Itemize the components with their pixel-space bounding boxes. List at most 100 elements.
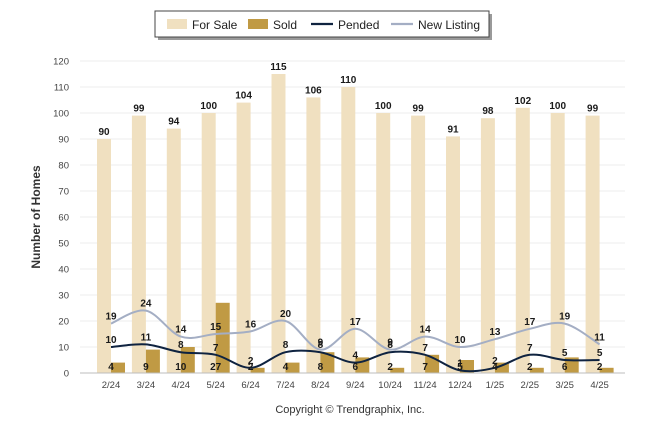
y-tick-label: 80 [58,161,69,172]
bar-sold [111,362,125,373]
y-tick-label: 10 [58,343,69,354]
data-label-for-sale: 98 [482,106,494,117]
data-label-sold: 8 [318,362,324,373]
x-tick-label: 2/24 [102,380,121,391]
data-label-sold: 2 [597,362,603,373]
data-label-pended: 7 [422,343,428,354]
data-label-for-sale: 100 [549,101,566,112]
lines [110,309,601,373]
data-label-sold: 4 [283,362,289,373]
y-tick-label: 90 [58,135,69,146]
data-label-pended: 2 [248,356,254,367]
bar-for-sale [446,136,460,373]
bar-sold [494,362,509,373]
x-tick-label: 10/24 [378,380,402,391]
bar-sold [599,367,614,373]
data-label-sold: 9 [143,362,149,373]
bar-for-sale [550,113,565,373]
bar-sold [320,352,335,373]
data-label-pended: 8 [178,340,184,351]
data-label-sold: 7 [422,362,428,373]
data-label-sold: 2 [387,362,393,373]
data-label-pended: 7 [213,343,219,354]
bar-for-sale [201,113,216,373]
line-pended [110,343,600,373]
y-tick-label: 100 [53,109,69,120]
y-tick-label: 60 [58,213,69,224]
x-tick-label: 3/24 [137,380,156,391]
legend-swatch-for-sale [167,19,187,29]
x-tick-label: 7/24 [276,380,295,391]
data-label-pended: 8 [387,340,393,351]
data-label-pended: 5 [597,348,603,359]
data-label-pended: 8 [283,340,289,351]
data-label-for-sale: 104 [235,91,252,102]
x-tick-label: 2/25 [521,380,540,391]
bar-for-sale [376,113,391,373]
data-label-sold: 27 [210,362,222,373]
bars [97,74,614,374]
y-tick-label: 110 [54,83,69,94]
bar-for-sale [341,87,356,373]
line-new-listing [110,309,601,351]
data-label-for-sale: 100 [200,101,217,112]
bar-for-sale [585,115,600,373]
y-axis-title: Number of Homes [29,165,43,269]
bar-sold [285,362,300,373]
data-label-sold: 4 [492,362,498,373]
data-label-new-listing: 20 [280,309,292,320]
data-label-new-listing: 10 [454,335,466,346]
y-tick-label: 20 [58,317,69,328]
data-label-for-sale: 94 [168,117,180,128]
data-label-new-listing: 14 [175,325,187,336]
y-tick-label: 30 [58,291,69,302]
legend-label-pended: Pended [338,18,379,32]
x-tick-label: 3/25 [555,380,574,391]
y-tick-label: 0 [64,369,69,380]
data-label-pended: 1 [457,358,463,369]
legend-swatch-sold [248,19,268,29]
data-label-for-sale: 99 [413,104,425,115]
copyright-footer: Copyright © Trendgraphix, Inc. [275,404,424,416]
bar-for-sale [131,115,146,373]
data-label-new-listing: 11 [594,332,605,343]
data-label-for-sale: 99 [587,104,599,115]
x-tick-label: 11/24 [414,380,437,391]
data-label-sold: 6 [562,362,568,373]
data-label-for-sale: 100 [375,101,392,112]
bar-for-sale [271,74,286,373]
legend-label-sold: Sold [273,18,297,32]
bar-sold [250,367,265,373]
x-tick-label: 9/24 [346,380,365,391]
bar-for-sale [411,115,426,373]
data-label-sold: 4 [108,362,114,373]
legend-label-new-listing: New Listing [418,18,480,32]
data-label-pended: 2 [492,356,498,367]
x-tick-label: 5/24 [206,380,225,391]
bar-for-sale [166,128,181,373]
x-tick-label: 6/24 [241,380,260,391]
data-label-new-listing: 16 [245,319,257,330]
bar-sold [529,367,544,373]
data-label-new-listing: 24 [140,299,152,310]
y-axis-ticks: 0 10 20 30 40 50 60 70 80 90 100 110 120 [53,57,69,380]
data-label-for-sale: 99 [133,104,145,115]
data-label-new-listing: 9 [387,338,393,349]
data-label-for-sale: 106 [305,85,322,96]
data-label-for-sale: 102 [514,96,531,107]
data-label-new-listing: 14 [420,325,432,336]
data-label-sold: 2 [527,362,533,373]
bar-for-sale [515,107,530,374]
y-tick-label: 70 [58,187,69,198]
data-label-for-sale: 90 [98,127,110,138]
x-tick-label: 1/25 [486,380,505,391]
data-label-pended: 5 [562,348,568,359]
data-label-sold: 5 [457,362,463,373]
bar-for-sale [480,118,495,373]
data-labels: 9019104992411994148101001572710416221152… [98,62,605,373]
data-label-new-listing: 17 [524,317,536,328]
x-tick-label: 12/24 [448,380,472,391]
data-label-pended: 10 [105,335,117,346]
y-tick-label: 50 [58,239,69,250]
